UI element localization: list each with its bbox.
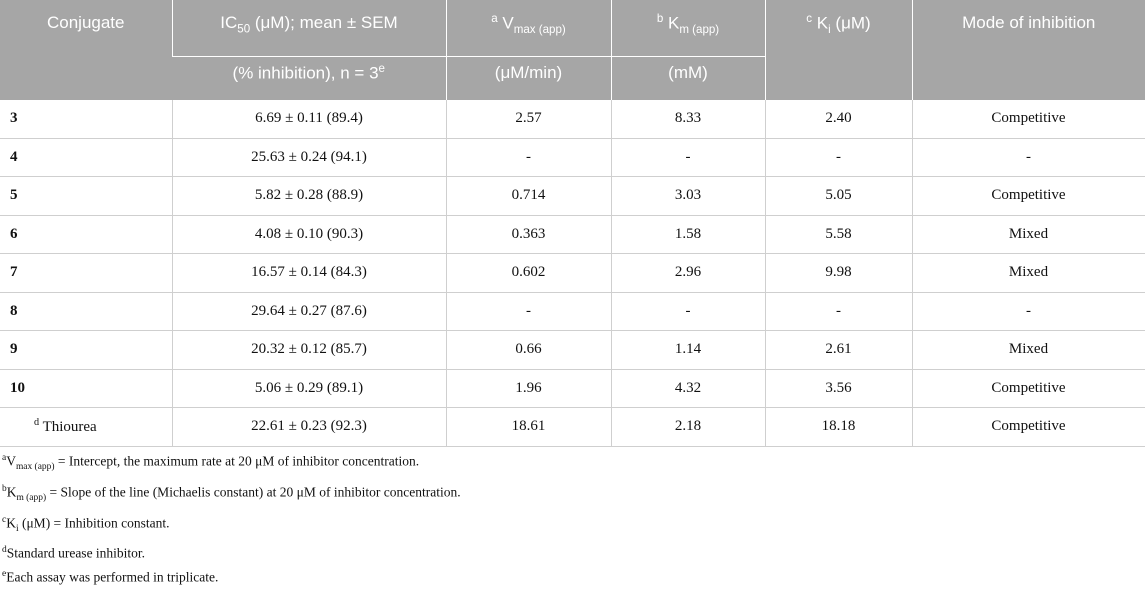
header-km: b Km (app): [610, 0, 765, 57]
cell-ki: 2.61: [764, 330, 913, 370]
cell-ki: -: [764, 292, 913, 331]
header-km-unit: (mM): [610, 56, 765, 100]
cell-km: 2.96: [610, 253, 766, 293]
cell-ic50: 20.32 ± 0.12 (85.7): [171, 330, 447, 370]
cell-mode: Competitive: [911, 100, 1145, 139]
table-row: 7 16.57 ± 0.14 (84.3) 0.602 2.96 9.98 Mi…: [0, 253, 1145, 293]
cell-vmax: 18.61: [445, 407, 612, 447]
footnote-b: bKm (app) = Slope of the line (Michaelis…: [2, 483, 461, 503]
table-row: 3 6.69 ± 0.11 (89.4) 2.57 8.33 2.40 Comp…: [0, 100, 1145, 139]
cell-mode: Competitive: [911, 369, 1145, 408]
cell-conjugate: 3: [0, 100, 173, 139]
cell-km: -: [610, 292, 766, 331]
cell-mode: Mixed: [911, 215, 1145, 254]
header-vmax-unit: (μM/min): [445, 56, 611, 100]
cell-km: 1.14: [610, 330, 766, 370]
cell-ic50: 16.57 ± 0.14 (84.3): [171, 253, 447, 293]
cell-vmax: -: [445, 292, 612, 331]
cell-conjugate: 9: [0, 330, 173, 370]
cell-vmax: 0.66: [445, 330, 612, 370]
footnote-a: aVmax (app) = Intercept, the maximum rat…: [2, 453, 420, 473]
footnote-d: dStandard urease inhibitor.: [2, 545, 146, 561]
cell-conjugate: 8: [0, 292, 173, 331]
table-row: 4 25.63 ± 0.24 (94.1) - - - -: [0, 138, 1145, 177]
cell-conjugate: d Thiourea: [0, 407, 173, 447]
cell-conjugate: 6: [0, 215, 173, 254]
cell-vmax: 1.96: [445, 369, 612, 408]
cell-km: 3.03: [610, 176, 766, 216]
header-conjugate: Conjugate: [0, 0, 172, 100]
cell-ki: 9.98: [764, 253, 913, 293]
footnote-c: cKi (μM) = Inhibition constant.: [2, 514, 170, 534]
cell-km: 4.32: [610, 369, 766, 408]
cell-ic50: 6.69 ± 0.11 (89.4): [171, 100, 447, 139]
cell-vmax: 0.363: [445, 215, 612, 254]
table-footnotes: aVmax (app) = Intercept, the maximum rat…: [2, 448, 461, 589]
header-ic50-line2: (% inhibition), n = 3e: [172, 56, 446, 100]
header-mode: Mode of inhibition: [911, 0, 1145, 100]
cell-mode: Mixed: [911, 253, 1145, 293]
cell-mode: -: [911, 138, 1145, 177]
cell-mode: Mixed: [911, 330, 1145, 370]
table-row: 8 29.64 ± 0.27 (87.6) - - - -: [0, 292, 1145, 331]
cell-ic50: 5.82 ± 0.28 (88.9): [171, 176, 447, 216]
table-row: 6 4.08 ± 0.10 (90.3) 0.363 1.58 5.58 Mix…: [0, 215, 1145, 254]
cell-ki: 5.05: [764, 176, 913, 216]
cell-ki: 2.40: [764, 100, 913, 139]
table-row: 9 20.32 ± 0.12 (85.7) 0.66 1.14 2.61 Mix…: [0, 330, 1145, 370]
cell-ic50: 4.08 ± 0.10 (90.3): [171, 215, 447, 254]
header-ic50: IC50 (μM); mean ± SEM: [171, 0, 446, 57]
cell-conjugate: 5: [0, 176, 173, 216]
inhibition-table: Conjugate IC50 (μM); mean ± SEM a Vmax (…: [0, 0, 1145, 447]
header-ki: c Ki (μM): [764, 0, 912, 100]
table-row: 5 5.82 ± 0.28 (88.9) 0.714 3.03 5.05 Com…: [0, 176, 1145, 216]
table-row-reference: d Thiourea 22.61 ± 0.23 (92.3) 18.61 2.1…: [0, 407, 1145, 447]
cell-ic50: 25.63 ± 0.24 (94.1): [171, 138, 447, 177]
cell-ic50: 5.06 ± 0.29 (89.1): [171, 369, 447, 408]
table-row: 10 5.06 ± 0.29 (89.1) 1.96 4.32 3.56 Com…: [0, 369, 1145, 408]
cell-km: 8.33: [610, 100, 766, 139]
cell-ki: -: [764, 138, 913, 177]
footnote-e: eEach assay was performed in triplicate.: [2, 569, 219, 585]
cell-ic50: 22.61 ± 0.23 (92.3): [171, 407, 447, 447]
cell-conjugate: 4: [0, 138, 173, 177]
cell-km: -: [610, 138, 766, 177]
cell-km: 1.58: [610, 215, 766, 254]
cell-ic50: 29.64 ± 0.27 (87.6): [171, 292, 447, 331]
cell-vmax: 0.602: [445, 253, 612, 293]
cell-conjugate: 10: [0, 369, 173, 408]
cell-vmax: 2.57: [445, 100, 612, 139]
cell-mode: -: [911, 292, 1145, 331]
header-vmax: a Vmax (app): [445, 0, 611, 57]
cell-mode: Competitive: [911, 407, 1145, 447]
cell-conjugate: 7: [0, 253, 173, 293]
cell-vmax: -: [445, 138, 612, 177]
cell-mode: Competitive: [911, 176, 1145, 216]
cell-vmax: 0.714: [445, 176, 612, 216]
cell-km: 2.18: [610, 407, 766, 447]
cell-ki: 3.56: [764, 369, 913, 408]
cell-ki: 18.18: [764, 407, 913, 447]
cell-ki: 5.58: [764, 215, 913, 254]
